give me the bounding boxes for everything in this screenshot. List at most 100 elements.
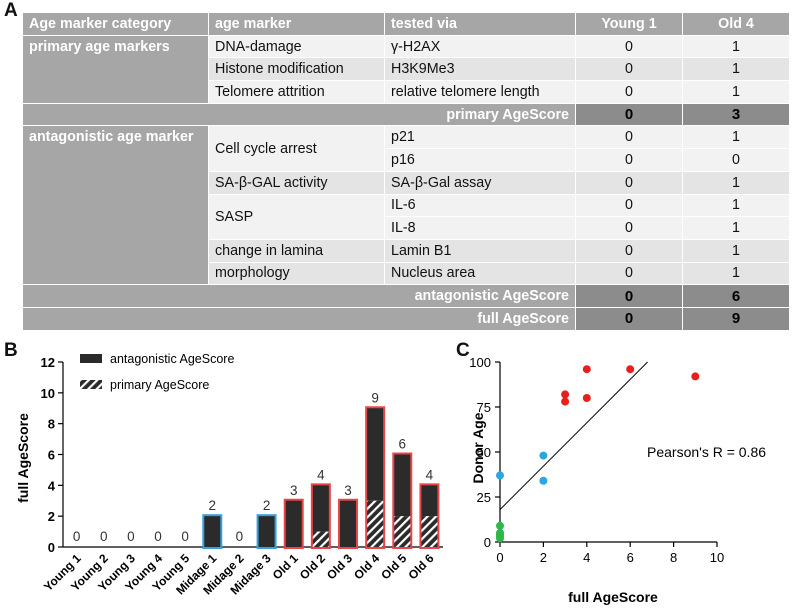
full-score-label: full AgeScore	[22, 306, 576, 331]
young-cell: 0	[575, 34, 683, 59]
bar-category-label: Old 6	[405, 551, 436, 582]
panel-label-c: C	[456, 340, 470, 361]
bar-value-label: 0	[127, 529, 135, 544]
young-cell: 0	[575, 57, 683, 82]
marker-cell: change in lamina	[208, 238, 385, 263]
bar-y-tick-label: 8	[48, 417, 55, 432]
scatter-chart: Donor Age full AgeScore Pearson's R = 0.…	[469, 355, 766, 605]
bar-primary	[421, 516, 438, 547]
via-cell: p21	[384, 125, 576, 150]
full-score-old: 9	[682, 306, 790, 331]
table-row: change in lamina Lamin B1 0 1	[23, 238, 790, 263]
header-old: Old 4	[682, 12, 790, 36]
table-row: antagonistic age marker Cell cycle arres…	[22, 125, 790, 286]
old-cell: 1	[682, 57, 790, 82]
marker-cell: SA-β-GAL activity	[208, 170, 385, 195]
legend-swatch-antagonistic	[80, 354, 102, 363]
scatter-x-tick-label: 0	[496, 550, 503, 565]
bar-antagonistic	[367, 408, 384, 501]
young-cell: 0	[575, 216, 683, 240]
table-row: Histone modification H3K9Me3 0 1	[23, 57, 790, 82]
legend-label-primary: primary AgeScore	[110, 378, 209, 392]
bar-y-tick-label: 10	[41, 386, 55, 401]
scatter-point-old	[582, 394, 591, 402]
table-row: SA-β-GAL activity SA-β-Gal assay 0 1	[23, 170, 790, 195]
bar-value-label: 3	[344, 483, 352, 498]
scatter-y-tick-label: 100	[469, 355, 491, 370]
antagonistic-score-young: 0	[575, 284, 683, 308]
primary-score-row: primary AgeScore 0 3	[22, 102, 790, 127]
scatter-y-axis-label: Donor Age	[470, 412, 486, 483]
via-cell: Nucleus area	[384, 261, 576, 286]
bar-antagonistic	[285, 500, 302, 547]
bar-value-label: 0	[100, 529, 108, 544]
table-row: IL-8 0 1	[23, 216, 790, 240]
scatter-x-tick-label: 8	[670, 550, 677, 565]
bar-value-label: 2	[209, 498, 217, 513]
full-score-young: 0	[575, 306, 683, 331]
via-cell: relative telomere length	[384, 80, 576, 104]
old-cell: 1	[682, 170, 790, 195]
scatter-point-old	[561, 390, 570, 399]
primary-score-label: primary AgeScore	[22, 102, 576, 127]
scatter-y-tick-label: 0	[484, 535, 491, 550]
young-cell: 0	[575, 170, 683, 195]
young-cell: 0	[575, 193, 683, 218]
old-cell: 1	[682, 193, 790, 218]
table-row: morphology Nucleus area 0 1	[23, 261, 790, 286]
table-header-row: Age marker category age marker tested vi…	[22, 12, 790, 36]
scatter-y-tick-label: 75	[477, 400, 491, 415]
panel-label-a: A	[4, 0, 18, 21]
scatter-point-old	[582, 365, 591, 374]
old-cell: 0	[682, 148, 790, 172]
bar-value-label: 4	[317, 467, 325, 482]
pearson-annotation: Pearson's R = 0.86	[647, 444, 766, 460]
bar-primary	[367, 500, 384, 547]
bar-value-label: 3	[290, 483, 298, 498]
bar-value-label: 6	[399, 437, 407, 452]
young-cell: 0	[575, 148, 683, 172]
category-antagonistic: antagonistic age marker	[22, 125, 209, 286]
scatter-point-young	[496, 529, 504, 537]
table-row: p16 0 0	[23, 148, 790, 172]
bar-primary	[312, 531, 329, 547]
panel-label-b: B	[4, 340, 18, 361]
via-cell: SA-β-Gal assay	[384, 170, 576, 195]
antagonistic-score-label: antagonistic AgeScore	[22, 284, 576, 308]
bar-antagonistic	[258, 516, 275, 547]
scatter-point-young	[496, 521, 504, 530]
scatter-x-axis-label: full AgeScore	[568, 589, 658, 605]
young-cell: 0	[575, 261, 683, 286]
young-cell: 0	[575, 80, 683, 104]
scatter-point-old	[561, 397, 570, 406]
regression-line	[499, 361, 648, 510]
table-row: SASP IL-6 0 1	[23, 193, 790, 240]
table-row: primary age markers DNA-damage γ-H2AX 0 …	[22, 34, 790, 104]
bar-y-tick-label: 4	[48, 478, 56, 493]
marker-cell: DNA-damage	[208, 34, 385, 59]
scatter-point-midage	[539, 451, 548, 460]
scatter-y-tick-label: 25	[477, 490, 491, 505]
via-cell: p16	[384, 148, 576, 172]
antagonistic-score-old: 6	[682, 284, 790, 308]
bar-category-label: Old 4	[351, 551, 382, 582]
scatter-x-tick-label: 4	[583, 550, 590, 565]
marker-cell: SASP	[208, 193, 385, 240]
bar-y-tick-label: 0	[48, 540, 55, 555]
old-cell: 1	[682, 216, 790, 240]
young-cell: 0	[575, 238, 683, 263]
old-cell: 1	[682, 238, 790, 263]
bar-value-label: 9	[371, 390, 379, 405]
legend-swatch-primary	[80, 380, 102, 389]
scatter-y-tick-label: 50	[477, 445, 491, 460]
old-cell: 1	[682, 34, 790, 59]
header-marker: age marker	[208, 12, 385, 36]
bar-value-label: 4	[426, 467, 434, 482]
bar-y-tick-label: 2	[48, 509, 55, 524]
bar-value-label: 0	[73, 529, 81, 544]
bar-antagonistic	[394, 454, 411, 517]
marker-cell: Telomere attrition	[208, 80, 385, 104]
header-category: Age marker category	[22, 12, 209, 36]
bar-category-label: Old 3	[324, 551, 355, 582]
